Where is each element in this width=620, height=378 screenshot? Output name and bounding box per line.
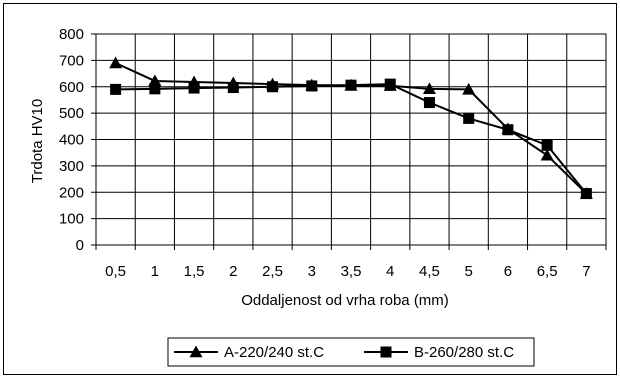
data-point-a [422,82,436,95]
data-point-a [462,82,476,95]
x-tick-labels: 0,5 1 1,5 2 2,5 3 3,5 4 4,5 5 6 6,5 7 [105,263,590,280]
y-tick-label: 500 [59,105,84,122]
legend-marker-a [189,345,203,358]
y-tick-label: 0 [76,237,84,254]
data-point-b [463,112,475,124]
legend-marker-b [380,346,392,358]
x-tick-label: 1,5 [184,263,205,280]
y-tick-label: 600 [59,79,84,96]
x-tick-label: 3 [308,263,316,280]
data-point-a [109,56,123,69]
series-line-b [115,83,588,195]
data-point-b [541,139,553,151]
grid [95,33,607,246]
data-point-b [188,82,200,94]
data-point-a [540,148,554,161]
x-tick-label: 5 [465,263,473,280]
data-point-b [384,78,396,90]
y-axis-label: Trdota HV10 [29,99,46,184]
data-point-b [580,188,592,200]
x-tick-label: 4,5 [419,263,440,280]
x-tick-label: 6 [504,263,512,280]
legend-label-b: B-260/280 st.C [414,344,514,361]
x-tick-label: 2 [229,263,237,280]
data-point-b [423,97,435,109]
y-tick-label: 700 [59,52,84,69]
data-point-b [110,83,122,95]
legend: A-220/240 st.C B-260/280 st.C [167,337,535,367]
data-point-b [306,80,318,92]
x-tick-label: 4 [386,263,394,280]
legend-label-a: A-220/240 st.C [224,344,324,361]
data-point-b [227,82,239,94]
x-tick-label: 0,5 [105,263,126,280]
y-tick-label: 300 [59,158,84,175]
data-point-b [502,124,514,136]
y-tick-label: 800 [59,26,84,43]
y-tick-labels: 0 100 200 300 400 500 600 700 800 [59,26,84,254]
data-point-b [149,83,161,95]
y-tick-label: 100 [59,211,84,228]
axes [91,33,607,250]
data-point-b [267,81,279,93]
chart-frame [3,3,617,375]
x-tick-label: 3,5 [341,263,362,280]
data-point-a [148,74,162,87]
x-tick-label: 7 [582,263,590,280]
data-point-b [345,79,357,91]
x-axis-label: Oddaljenost od vrha roba (mm) [241,292,449,309]
x-tick-label: 2,5 [262,263,283,280]
series-group [109,56,593,200]
x-tick-label: 1 [151,263,159,280]
plot-area-border [95,33,607,246]
y-tick-label: 400 [59,132,84,149]
x-tick-label: 6,5 [537,263,558,280]
y-tick-label: 200 [59,184,84,201]
legend-box [167,337,535,367]
